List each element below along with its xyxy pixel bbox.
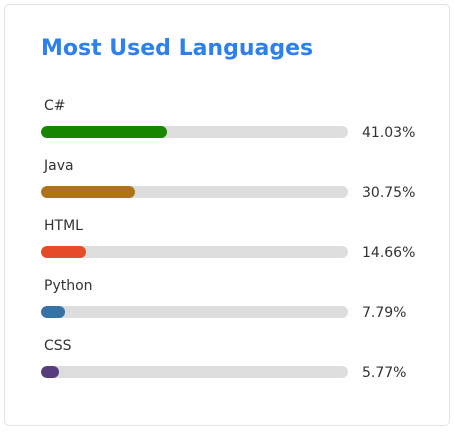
language-row-csharp: C# 41.03% — [5, 97, 449, 157]
progress-fill — [41, 186, 136, 198]
language-name: Python — [44, 278, 93, 294]
language-percent: 14.66% — [362, 245, 416, 261]
progress-fill — [41, 306, 65, 318]
language-percent: 5.77% — [362, 365, 407, 381]
progress-track — [41, 186, 348, 198]
language-percent: 30.75% — [362, 185, 416, 201]
language-row-java: Java 30.75% — [5, 157, 449, 217]
language-row-css: CSS 5.77% — [5, 337, 449, 397]
progress-fill — [41, 246, 86, 258]
language-row-html: HTML 14.66% — [5, 217, 449, 277]
card-title: Most Used Languages — [41, 36, 314, 61]
progress-track — [41, 366, 348, 378]
language-name: Java — [44, 158, 74, 174]
languages-card: Most Used Languages C# 41.03% Java 30.75… — [4, 4, 450, 426]
language-name: HTML — [44, 218, 83, 234]
language-name: CSS — [44, 338, 72, 354]
progress-fill — [41, 126, 167, 138]
progress-fill — [41, 366, 59, 378]
language-row-python: Python 7.79% — [5, 277, 449, 337]
progress-track — [41, 246, 348, 258]
progress-track — [41, 306, 348, 318]
progress-track — [41, 126, 348, 138]
language-list: C# 41.03% Java 30.75% HTML 14.66% Python — [5, 5, 449, 425]
language-percent: 7.79% — [362, 305, 407, 321]
language-percent: 41.03% — [362, 125, 416, 141]
language-name: C# — [44, 98, 66, 114]
